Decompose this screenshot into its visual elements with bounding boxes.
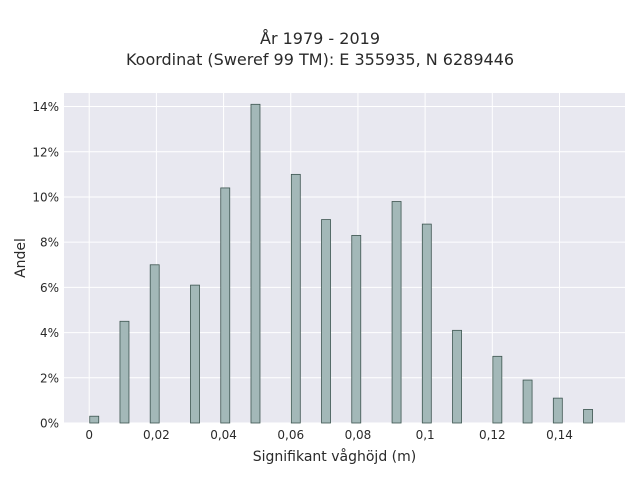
y-axis-label: Andel <box>13 238 29 278</box>
chart-title: År 1979 - 2019 <box>260 29 380 48</box>
histogram-bar <box>452 329 462 424</box>
x-tick-label: 0,08 <box>345 428 372 442</box>
x-tick-label: 0 <box>85 428 93 442</box>
y-tick-label: 0% <box>40 417 59 431</box>
histogram-bar <box>220 187 231 424</box>
histogram-bar <box>421 223 432 424</box>
x-tick-label: 0,04 <box>210 428 237 442</box>
histogram-bar <box>321 219 331 424</box>
x-axis-label: Signifikant våghöjd (m) <box>253 448 416 465</box>
histogram-bar <box>583 409 593 424</box>
histogram-bar <box>89 415 100 424</box>
y-tick-label: 10% <box>32 190 59 204</box>
histogram-bar <box>492 355 503 424</box>
histogram-bar <box>351 234 362 424</box>
histogram-bar <box>391 201 402 424</box>
histogram-bar <box>119 320 130 424</box>
x-tick-label: 0,12 <box>479 428 506 442</box>
x-tick-label: 0,06 <box>277 428 304 442</box>
y-tick-label: 14% <box>32 100 59 114</box>
y-tick-label: 2% <box>40 371 59 385</box>
x-tick-label: 0,1 <box>416 428 435 442</box>
y-tick-label: 8% <box>40 236 59 250</box>
x-tick-label: 0,14 <box>546 428 573 442</box>
x-tick-label: 0,02 <box>143 428 170 442</box>
plot-background <box>64 93 625 423</box>
y-tick-label: 6% <box>40 281 59 295</box>
histogram-bar <box>250 103 261 424</box>
histogram-bar <box>290 173 301 424</box>
histogram-bar <box>149 264 160 424</box>
histogram-bar <box>552 397 563 424</box>
histogram-bar <box>522 379 533 424</box>
chart-subtitle: Koordinat (Sweref 99 TM): E 355935, N 62… <box>125 50 515 69</box>
y-tick-label: 4% <box>40 326 59 340</box>
histogram-bar <box>190 284 200 424</box>
y-tick-label: 12% <box>32 145 59 159</box>
